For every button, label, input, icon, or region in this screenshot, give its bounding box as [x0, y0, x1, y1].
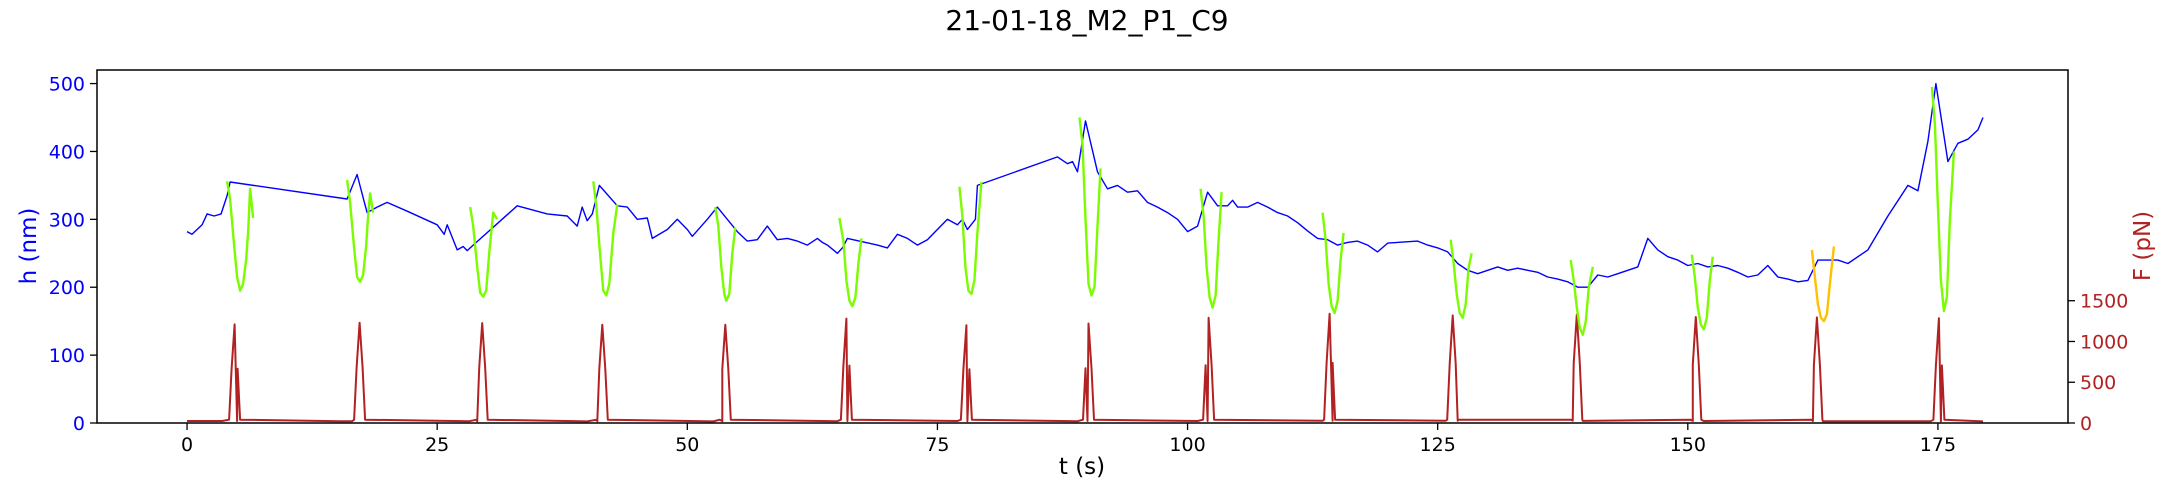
y-tick-label-left: 300	[49, 209, 85, 231]
x-tick-label: 125	[1420, 434, 1456, 456]
compression-segment-6	[838, 217, 863, 308]
x-axis-label: t (s)	[1059, 454, 1105, 480]
compression-segment-9	[1199, 188, 1223, 309]
y-axis-label-right: F (pN)	[2130, 211, 2156, 281]
y-tick-label-right: 1000	[2080, 331, 2128, 353]
compression-segment-7	[958, 181, 983, 296]
y-axis-label-left: h (nm)	[16, 208, 42, 285]
x-tick-label: 175	[1920, 434, 1956, 456]
compression-segment-2	[345, 179, 375, 283]
x-tick-label: 50	[675, 434, 699, 456]
y-axis-right: 0 500 1000 1500	[2068, 291, 2128, 435]
plot-frame	[96, 69, 2069, 424]
compression-segment-3	[469, 206, 499, 298]
compression-segment-1	[225, 181, 255, 292]
y-tick-label-left: 500	[49, 74, 85, 96]
force-line	[187, 312, 1984, 423]
height-line	[186, 82, 1984, 288]
compression-segment-8	[1078, 117, 1102, 297]
compression-segment-14	[1930, 86, 1956, 313]
y-tick-label-left: 400	[49, 141, 85, 163]
compression-segment-11	[1449, 239, 1473, 319]
chart-title: 21-01-18_M2_P1_C9	[945, 4, 1228, 37]
x-tick-label: 100	[1169, 434, 1205, 456]
compression-segment-13	[1690, 254, 1714, 331]
y-tick-label-left: 200	[49, 277, 85, 299]
compression-segment-10	[1321, 212, 1345, 315]
x-tick-label: 25	[425, 434, 449, 456]
compression-segment-4	[592, 181, 619, 297]
compression-segment-12	[1569, 259, 1594, 336]
y-tick-label-right: 500	[2080, 372, 2116, 394]
y-tick-label-right: 1500	[2080, 291, 2128, 313]
plot-marks	[186, 82, 1984, 423]
compression-segment-5	[714, 206, 737, 302]
x-tick-label: 75	[925, 434, 949, 456]
x-tick-label: 0	[181, 434, 193, 456]
x-axis: 0 25 50 75 100 125 150 175	[181, 423, 1956, 456]
x-tick-label: 150	[1670, 434, 1706, 456]
y-tick-label-left: 0	[73, 413, 85, 435]
y-tick-label-right: 0	[2080, 413, 2092, 435]
y-axis-left: 0 100 200 300 400 500	[49, 74, 97, 435]
y-tick-label-left: 100	[49, 345, 85, 367]
compression-alt-segment-1	[1810, 246, 1836, 323]
